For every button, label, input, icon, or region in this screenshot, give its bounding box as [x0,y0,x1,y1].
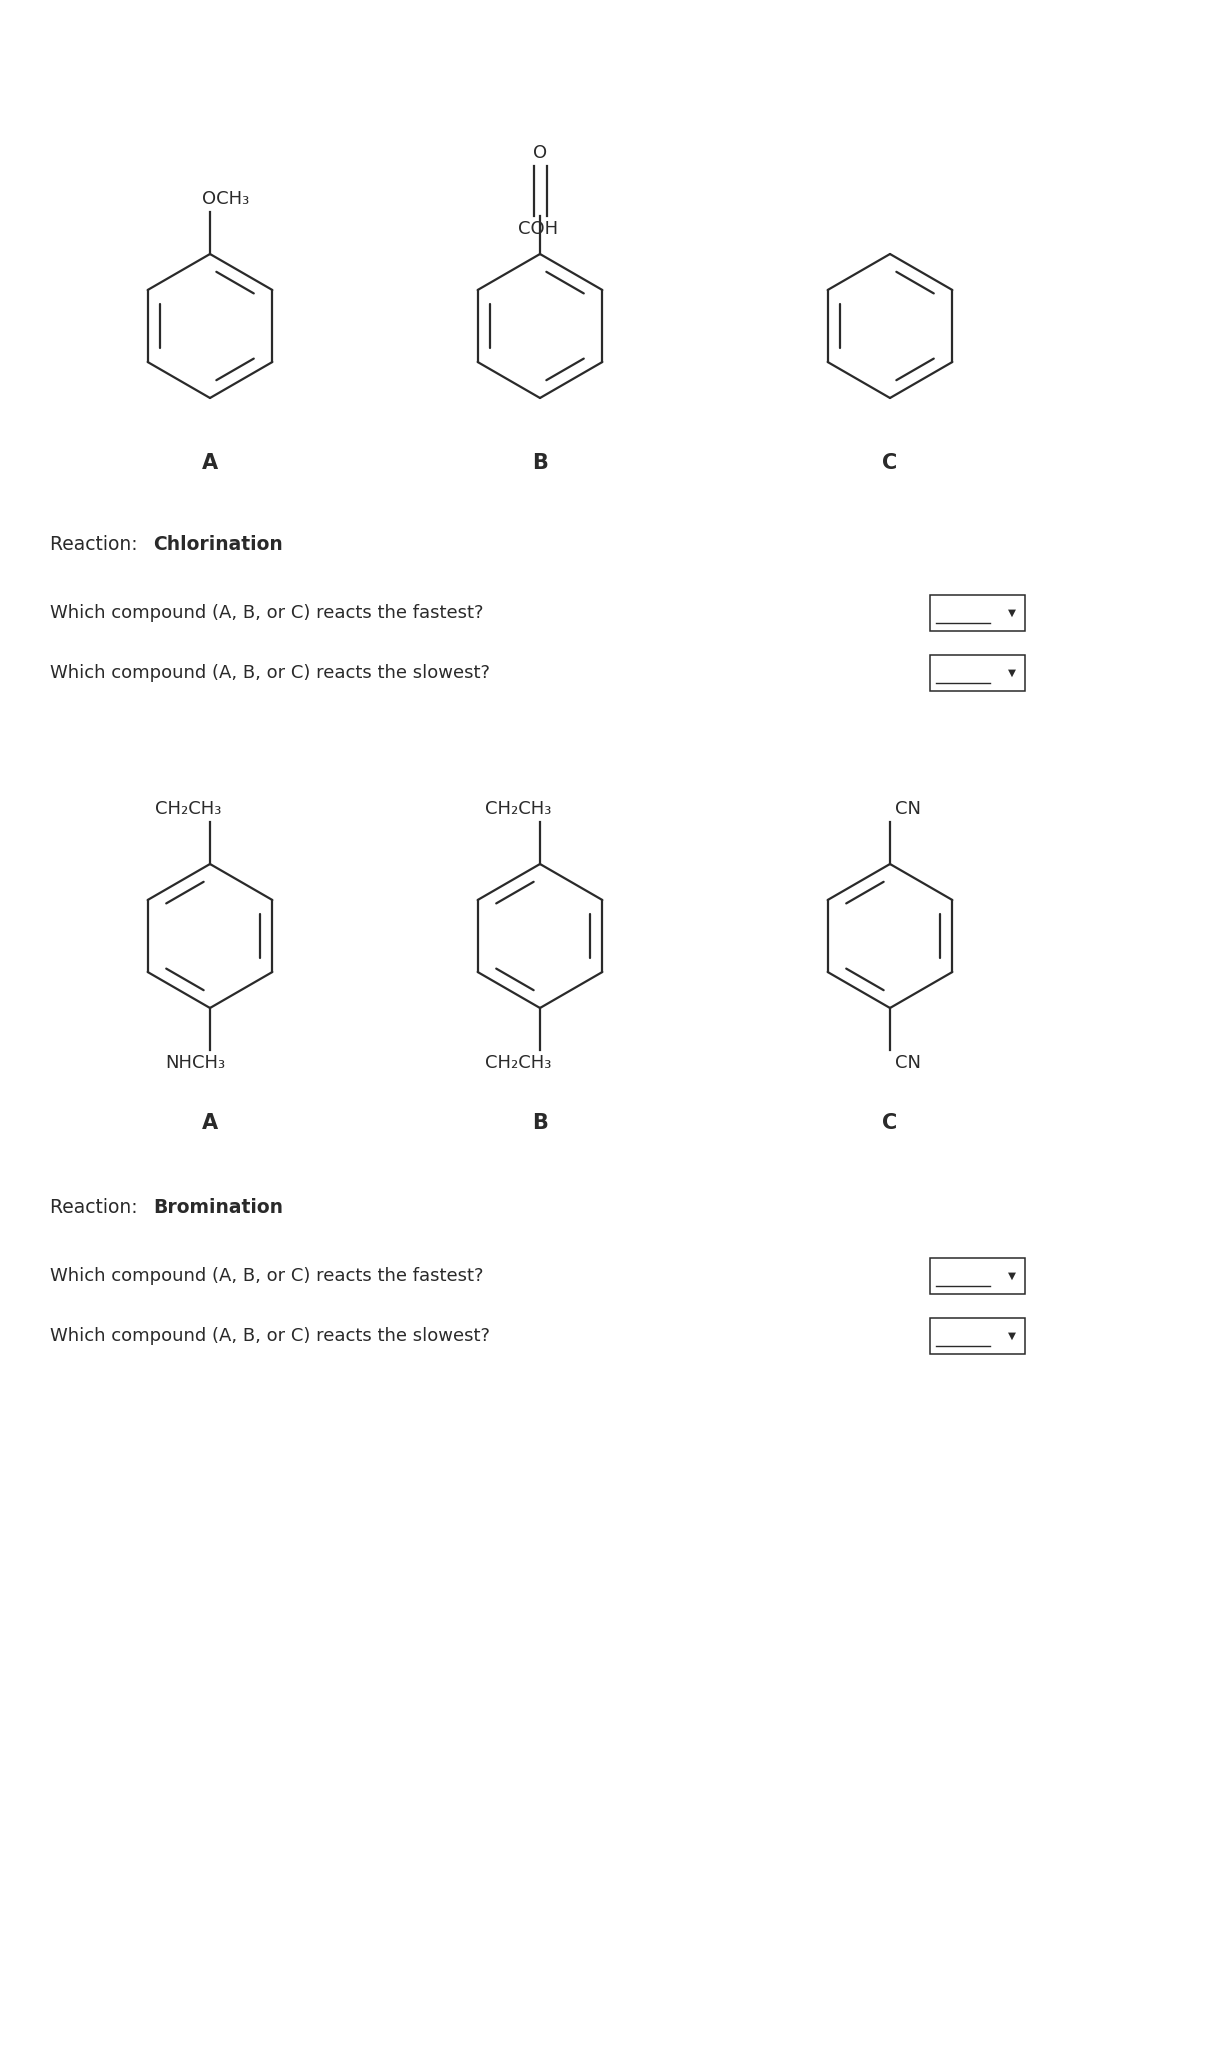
Text: O: O [533,143,547,162]
Text: Reaction:: Reaction: [49,534,143,554]
Text: COH: COH [518,221,558,237]
Text: ▼: ▼ [1009,608,1016,618]
Text: A: A [202,1113,218,1133]
Text: C: C [882,452,898,473]
Text: NHCH₃: NHCH₃ [165,1054,225,1072]
Text: B: B [533,1113,548,1133]
Text: Chlorination: Chlorination [153,534,283,554]
Text: Which compound (A, B, or C) reacts the fastest?: Which compound (A, B, or C) reacts the f… [49,604,483,622]
Bar [930,655,1025,692]
Text: Which compound (A, B, or C) reacts the slowest?: Which compound (A, B, or C) reacts the s… [49,665,490,681]
Text: CH₂CH₃: CH₂CH₃ [155,800,222,818]
Text: OCH₃: OCH₃ [202,190,249,209]
Text: ▼: ▼ [1009,1271,1016,1281]
Text: C: C [882,1113,898,1133]
Text: Bromination: Bromination [153,1199,283,1217]
Text: A: A [202,452,218,473]
Text: Which compound (A, B, or C) reacts the fastest?: Which compound (A, B, or C) reacts the f… [49,1266,483,1285]
Bar [930,1318,1025,1354]
Text: ▼: ▼ [1009,1332,1016,1340]
Text: CN: CN [895,800,921,818]
Bar [930,595,1025,630]
Text: B: B [533,452,548,473]
Text: Which compound (A, B, or C) reacts the slowest?: Which compound (A, B, or C) reacts the s… [49,1328,490,1344]
Bar [930,1258,1025,1293]
Text: CN: CN [895,1054,921,1072]
Text: CH₂CH₃: CH₂CH₃ [484,1054,552,1072]
Text: Reaction:: Reaction: [49,1199,143,1217]
Text: CH₂CH₃: CH₂CH₃ [484,800,552,818]
Text: ▼: ▼ [1009,667,1016,677]
